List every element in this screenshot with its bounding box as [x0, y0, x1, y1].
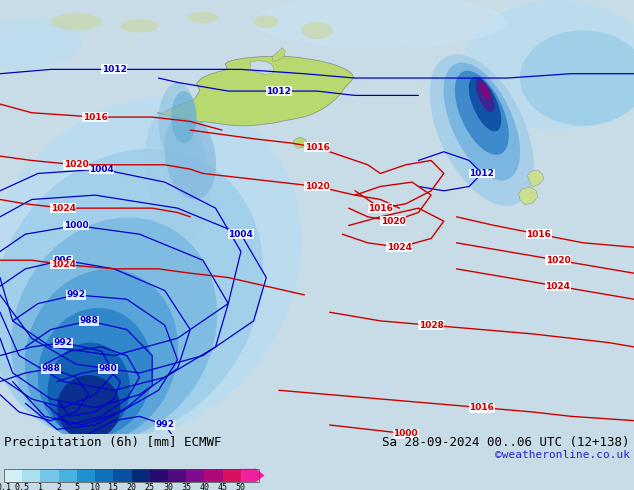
- Text: 1016: 1016: [526, 230, 552, 239]
- Bar: [77, 469, 95, 482]
- Text: 1024: 1024: [545, 282, 571, 291]
- Ellipse shape: [158, 82, 197, 160]
- Text: 0.1: 0.1: [0, 483, 11, 490]
- Text: 45: 45: [217, 483, 228, 490]
- Ellipse shape: [476, 78, 495, 112]
- Text: 1012: 1012: [469, 169, 495, 178]
- Ellipse shape: [145, 109, 210, 238]
- Text: 988: 988: [41, 364, 60, 373]
- Text: 992: 992: [155, 420, 174, 429]
- Text: 2: 2: [56, 483, 61, 490]
- Text: 980: 980: [98, 364, 117, 373]
- Text: 1020: 1020: [545, 256, 571, 265]
- Bar: [4, 469, 22, 482]
- Text: 1028: 1028: [418, 321, 444, 330]
- Text: 15: 15: [108, 483, 119, 490]
- Text: 10: 10: [90, 483, 100, 490]
- Ellipse shape: [51, 13, 101, 30]
- Text: 40: 40: [199, 483, 209, 490]
- Text: 1012: 1012: [266, 87, 292, 96]
- Text: 1020: 1020: [63, 160, 89, 169]
- Text: 1: 1: [38, 483, 43, 490]
- Text: 1016: 1016: [82, 113, 108, 122]
- Bar: [41, 469, 58, 482]
- Bar: [4, 469, 259, 482]
- Text: 30: 30: [163, 483, 173, 490]
- Ellipse shape: [254, 15, 279, 28]
- Text: Sa 28-09-2024 00..06 UTC (12+138): Sa 28-09-2024 00..06 UTC (12+138): [382, 436, 630, 449]
- Ellipse shape: [171, 91, 197, 143]
- Bar: [22, 469, 41, 482]
- Ellipse shape: [187, 12, 219, 23]
- Ellipse shape: [164, 113, 216, 199]
- Bar: [131, 469, 150, 482]
- Text: 25: 25: [145, 483, 155, 490]
- Text: 50: 50: [236, 483, 246, 490]
- Ellipse shape: [254, 0, 507, 48]
- Text: 1000: 1000: [64, 221, 88, 230]
- Text: 1024: 1024: [51, 204, 76, 213]
- Polygon shape: [250, 61, 274, 74]
- Bar: [204, 469, 223, 482]
- Text: 5: 5: [74, 483, 79, 490]
- Text: 1024: 1024: [387, 243, 412, 252]
- Text: 1020: 1020: [380, 217, 406, 226]
- Polygon shape: [519, 187, 538, 205]
- FancyArrow shape: [241, 468, 264, 483]
- Bar: [58, 469, 77, 482]
- Ellipse shape: [11, 218, 217, 441]
- Text: 0.5: 0.5: [15, 483, 30, 490]
- Text: 992: 992: [54, 338, 73, 347]
- Text: 988: 988: [79, 317, 98, 325]
- Bar: [186, 469, 204, 482]
- Text: 1024: 1024: [51, 260, 76, 269]
- Ellipse shape: [38, 308, 152, 438]
- Ellipse shape: [480, 83, 490, 99]
- Ellipse shape: [0, 149, 263, 441]
- Text: 1000: 1000: [394, 429, 418, 438]
- Ellipse shape: [0, 17, 82, 70]
- Ellipse shape: [455, 71, 509, 155]
- Ellipse shape: [520, 30, 634, 126]
- Text: 1004: 1004: [89, 165, 114, 173]
- Text: 992: 992: [67, 291, 86, 299]
- Ellipse shape: [430, 54, 534, 206]
- Bar: [150, 469, 168, 482]
- Text: 1020: 1020: [304, 182, 330, 191]
- Polygon shape: [157, 56, 354, 126]
- Bar: [168, 469, 186, 482]
- Text: 1016: 1016: [469, 403, 495, 412]
- Bar: [95, 469, 113, 482]
- Ellipse shape: [469, 77, 501, 131]
- Text: 1004: 1004: [228, 230, 254, 239]
- Polygon shape: [273, 48, 285, 62]
- Ellipse shape: [48, 343, 130, 438]
- Text: Precipitation (6h) [mm] ECMWF: Precipitation (6h) [mm] ECMWF: [4, 436, 221, 449]
- Ellipse shape: [0, 97, 302, 441]
- Text: 35: 35: [181, 483, 191, 490]
- Polygon shape: [293, 137, 307, 148]
- Ellipse shape: [25, 269, 178, 442]
- Ellipse shape: [57, 375, 120, 440]
- Bar: [223, 469, 241, 482]
- Polygon shape: [527, 170, 544, 187]
- Text: 1012: 1012: [101, 65, 127, 74]
- Text: 996: 996: [54, 256, 73, 265]
- Text: ©weatheronline.co.uk: ©weatheronline.co.uk: [495, 450, 630, 460]
- Bar: [113, 469, 131, 482]
- Ellipse shape: [444, 63, 520, 180]
- Ellipse shape: [301, 22, 333, 39]
- Ellipse shape: [463, 0, 634, 130]
- Ellipse shape: [120, 20, 158, 32]
- Text: 20: 20: [127, 483, 136, 490]
- Text: 1016: 1016: [304, 143, 330, 152]
- Text: 1016: 1016: [368, 204, 393, 213]
